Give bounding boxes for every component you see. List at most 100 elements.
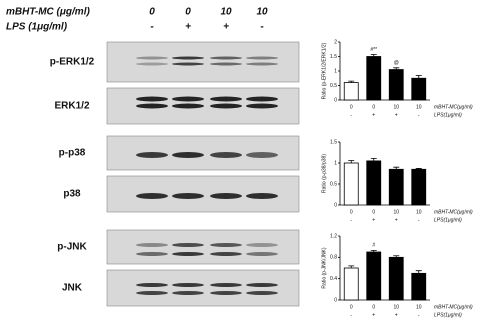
blot-band [210, 56, 242, 60]
dose: 0 [185, 7, 191, 18]
lps-sign: + [372, 312, 375, 318]
lps-sign: + [395, 312, 398, 318]
blot-band [210, 96, 242, 102]
lps-sign: + [372, 112, 375, 118]
treatment-label: mBHT-MC(μg/ml) [434, 209, 473, 215]
x-tick-label: 0 [372, 209, 375, 215]
bar [411, 168, 427, 206]
x-tick-label: 10 [416, 104, 422, 110]
bar [388, 69, 404, 101]
blot-band [246, 96, 278, 102]
blot-band [246, 252, 278, 256]
lps-sign: + [395, 217, 398, 223]
blot-band [210, 103, 242, 109]
blot-band [246, 283, 278, 287]
blot-band [172, 96, 204, 102]
blot-band [246, 62, 278, 66]
y-tick-label: 0.4 [330, 276, 337, 282]
blot-band [246, 291, 278, 295]
annotation: #** [370, 47, 377, 53]
blot-band [172, 243, 204, 247]
y-tick-label: 0.8 [330, 255, 337, 261]
blot-band [172, 152, 204, 158]
lps-sign: - [350, 112, 352, 118]
blot-label: p-ERK1/2 [50, 57, 95, 68]
blot-label: ERK1/2 [54, 101, 89, 112]
blot-band [246, 243, 278, 247]
lps-sign: + [185, 22, 191, 33]
bar [388, 256, 404, 301]
error-bar [393, 255, 400, 258]
blot-panel [106, 41, 300, 83]
blot-band [136, 252, 168, 256]
dose: 10 [220, 7, 232, 18]
blot-band [210, 193, 242, 199]
blot-band [210, 283, 242, 287]
bar [411, 77, 427, 101]
blot-label: p38 [63, 189, 81, 200]
error-bar [415, 74, 422, 79]
blot-band [172, 62, 204, 66]
bar [366, 251, 382, 301]
blot-panel [106, 229, 300, 265]
y-tick-label: 0 [334, 202, 337, 208]
blot-band [210, 152, 242, 158]
blot-band [172, 283, 204, 287]
lps-sign: - [418, 217, 420, 223]
y-tick-label: 1.2 [330, 233, 337, 239]
blot-band [172, 193, 204, 199]
x-tick-label: 10 [416, 304, 422, 310]
bar [388, 168, 404, 206]
error-bar [393, 67, 400, 70]
blot-label: p-JNK [57, 242, 87, 253]
blot-label: JNK [62, 283, 83, 294]
treatment-label: mBHT-MC(μg/ml) [434, 304, 473, 310]
lps-label: LPS(1μg/ml) [434, 312, 462, 318]
lps-sign: - [418, 312, 420, 318]
lps-sign: - [260, 22, 264, 33]
y-axis-label: Ratio (p-JNK/JNK) [321, 247, 327, 288]
x-tick-label: 0 [350, 304, 353, 310]
treatment-label: mBHT-MC (μg/ml) [6, 7, 90, 18]
y-tick-label: 1 [334, 68, 337, 74]
blot-band [136, 56, 168, 60]
lps-sign: + [223, 22, 229, 33]
x-tick-label: 0 [372, 304, 375, 310]
lps-sign: + [372, 217, 375, 223]
error-bar [370, 54, 377, 57]
blot-band [136, 283, 168, 287]
lps-sign: - [350, 217, 352, 223]
x-tick-label: 0 [372, 104, 375, 110]
x-tick-label: 10 [393, 209, 399, 215]
blot-panel [106, 269, 300, 307]
blot-band [246, 103, 278, 109]
y-axis-label: Ratio (p-p38/p38) [321, 154, 327, 193]
error-bar [370, 157, 377, 161]
blot-band [172, 291, 204, 295]
blot-band [172, 56, 204, 60]
bar [411, 272, 427, 301]
error-bar [348, 80, 355, 83]
error-bar [393, 166, 400, 170]
y-tick-label: 0.5 [330, 181, 337, 187]
dose: 10 [256, 7, 268, 18]
blot-band [136, 62, 168, 66]
error-bar [370, 250, 377, 252]
blot-band [136, 291, 168, 295]
treatment-label: mBHT-MC(μg/ml) [434, 104, 473, 110]
blot-band [136, 243, 168, 247]
y-tick-label: 2 [334, 39, 337, 45]
annotation: # [372, 243, 375, 249]
lps-sign: - [350, 312, 352, 318]
lps-label: LPS(1μg/ml) [434, 217, 462, 223]
blot-band [246, 193, 278, 199]
bar [343, 82, 359, 101]
blot-band [210, 62, 242, 66]
y-tick-label: 1.5 [330, 54, 337, 60]
lps-sign: - [150, 22, 154, 33]
error-bar [415, 168, 422, 170]
bar [366, 160, 382, 206]
y-tick-label: 1 [334, 160, 337, 166]
blot-band [246, 152, 278, 158]
